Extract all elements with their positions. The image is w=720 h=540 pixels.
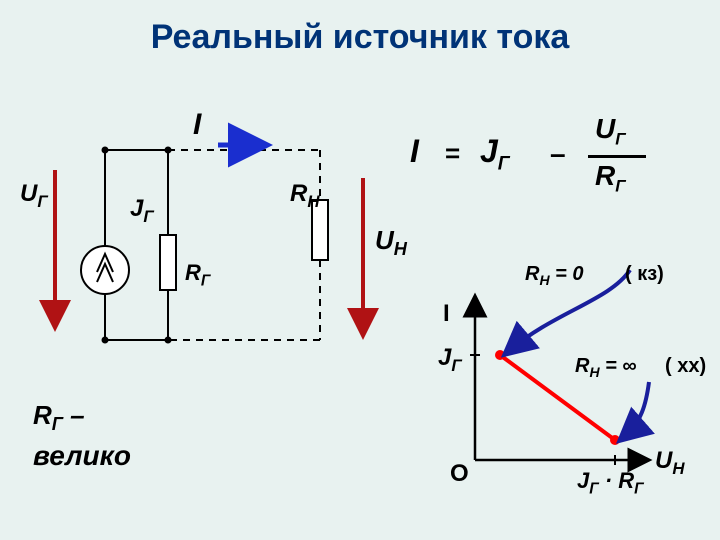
label-rhinf: RН = ∞ [575, 355, 637, 380]
eq-jg: JГ [480, 133, 510, 175]
node [165, 337, 172, 344]
eq-ug: UГ [595, 113, 626, 150]
eq-rg: RГ [595, 160, 626, 197]
label-kz: ( кз) [625, 263, 664, 286]
eq-i: I [410, 133, 419, 170]
axis-o: O [450, 460, 469, 488]
label-veliko: велико [33, 440, 131, 472]
label-jg: JГ [130, 195, 154, 227]
node [165, 147, 172, 154]
slide: Реальный источник тока [0, 0, 720, 540]
curve-xx [625, 382, 649, 436]
label-i: I [193, 108, 201, 142]
eq-eq: = [445, 138, 460, 169]
label-rh: RН [290, 180, 319, 212]
label-rg-note: RГ – [33, 400, 85, 435]
label-rh0: RН = 0 [525, 263, 584, 288]
graph-point-xx [610, 435, 620, 445]
graph-point-kz [495, 350, 505, 360]
label-uh: UН [375, 225, 407, 260]
resistor-rg [160, 235, 176, 290]
label-xx: ( хх) [665, 355, 706, 378]
label-rg: RГ [185, 260, 210, 290]
node [102, 147, 109, 154]
axis-uh: UН [655, 447, 684, 479]
axis-jgrg: JГ · RГ [577, 468, 644, 498]
eq-minus: – [550, 138, 566, 170]
axis-jg: JГ [438, 344, 462, 376]
fraction-bar [588, 155, 646, 158]
label-ug: UГ [20, 180, 48, 212]
node [102, 337, 109, 344]
axis-i: I [443, 300, 450, 328]
